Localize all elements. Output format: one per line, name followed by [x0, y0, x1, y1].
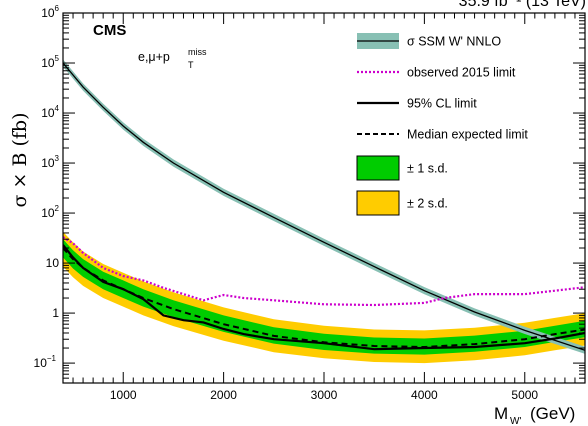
legend-symbol-s2 [356, 190, 400, 216]
observed-limit-line [63, 244, 585, 351]
legend-label-exp: Median expected limit [407, 128, 528, 142]
x-tick-label: 3000 [311, 388, 338, 402]
y-axis-label: σ × B (fb) [9, 113, 31, 208]
legend-label-s1: ± 1 s.d. [407, 162, 448, 176]
legend-symbol-ssm [357, 33, 399, 49]
luminosity-header: 35.9 fb⁻¹ (13 TeV) [459, 0, 586, 10]
series-lines [63, 62, 585, 351]
y-tick-label: 102 [41, 204, 59, 220]
legend-symbol-s1 [356, 155, 400, 181]
channel-label: e,μ+p T miss [138, 47, 207, 70]
y-tick-label: 105 [41, 54, 59, 70]
y-tick-label: 104 [41, 104, 59, 120]
y-tick-label: 106 [41, 4, 59, 20]
observed-2015-limit-line [63, 236, 585, 307]
legend-label-obs: 95% CL limit [407, 97, 477, 111]
x-axis-label-unit: (GeV) [530, 404, 575, 423]
ssm-cross-section-line [63, 62, 585, 351]
legend-label-s2: ± 2 s.d. [407, 197, 448, 211]
y-tick-label: 10−1 [34, 354, 57, 370]
x-axis-label-main: M [494, 404, 508, 423]
x-tick-label: 5000 [511, 388, 538, 402]
two-sigma-band-group [63, 231, 585, 364]
y-tick-label: 103 [41, 154, 59, 170]
channel-label-subscript: T [188, 60, 194, 70]
y-tick-label: 1 [52, 306, 59, 320]
legend-label-ssm: σ SSM W' NNLO [407, 35, 501, 49]
y-axis-ticks: 10−1 1 10 102 103 104 105 106 [34, 4, 585, 384]
y-tick-label: 10 [46, 256, 60, 270]
x-tick-label: 2000 [210, 388, 237, 402]
x-axis-label: M W' (GeV) [494, 404, 575, 426]
expected-limit-line [63, 247, 585, 349]
plot-area: 1000 2000 3000 4000 5000 10−1 1 10 102 103 104 105… [34, 4, 586, 402]
x-axis-label-subscript: W' [510, 416, 521, 426]
experiment-label: CMS [93, 22, 126, 39]
x-tick-label: 1000 [110, 388, 137, 402]
channel-label-superscript: miss [188, 47, 207, 57]
legend-label-obs2015: observed 2015 limit [407, 66, 516, 80]
x-axis-ticks: 1000 2000 3000 4000 5000 [72, 13, 576, 402]
x-tick-label: 4000 [411, 388, 438, 402]
channel-label-main: e,μ+p [138, 50, 170, 64]
two-sigma-band [63, 231, 585, 364]
legend: σ SSM W' NNLO observed 2015 limit 95% CL l… [356, 33, 528, 216]
